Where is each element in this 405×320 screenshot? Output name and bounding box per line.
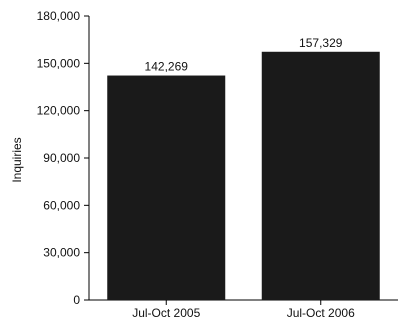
x-category-label: Jul-Oct 2006 bbox=[287, 306, 355, 320]
bar bbox=[261, 51, 380, 300]
y-tick-label: 30,000 bbox=[43, 246, 80, 260]
bar-value-label: 157,329 bbox=[299, 36, 343, 50]
y-tick-label: 0 bbox=[73, 293, 80, 307]
y-tick-label: 180,000 bbox=[37, 9, 81, 23]
y-tick-label: 150,000 bbox=[37, 56, 81, 70]
y-axis-ticks: 0 30,000 60,000 90,000 120,000 150,000 180,000 bbox=[37, 9, 89, 307]
bar bbox=[107, 75, 226, 301]
y-axis-title: Inquiries bbox=[10, 137, 24, 182]
bar-value-label: 142,269 bbox=[145, 60, 189, 74]
x-axis-categories: Jul-Oct 2005 Jul-Oct 2006 bbox=[132, 300, 355, 320]
y-tick-label: 90,000 bbox=[43, 151, 80, 165]
x-category-label: Jul-Oct 2005 bbox=[132, 306, 200, 320]
bar-series: 142,269 157,329 bbox=[107, 36, 380, 301]
y-tick-label: 60,000 bbox=[43, 198, 80, 212]
y-tick-label: 120,000 bbox=[37, 104, 81, 118]
